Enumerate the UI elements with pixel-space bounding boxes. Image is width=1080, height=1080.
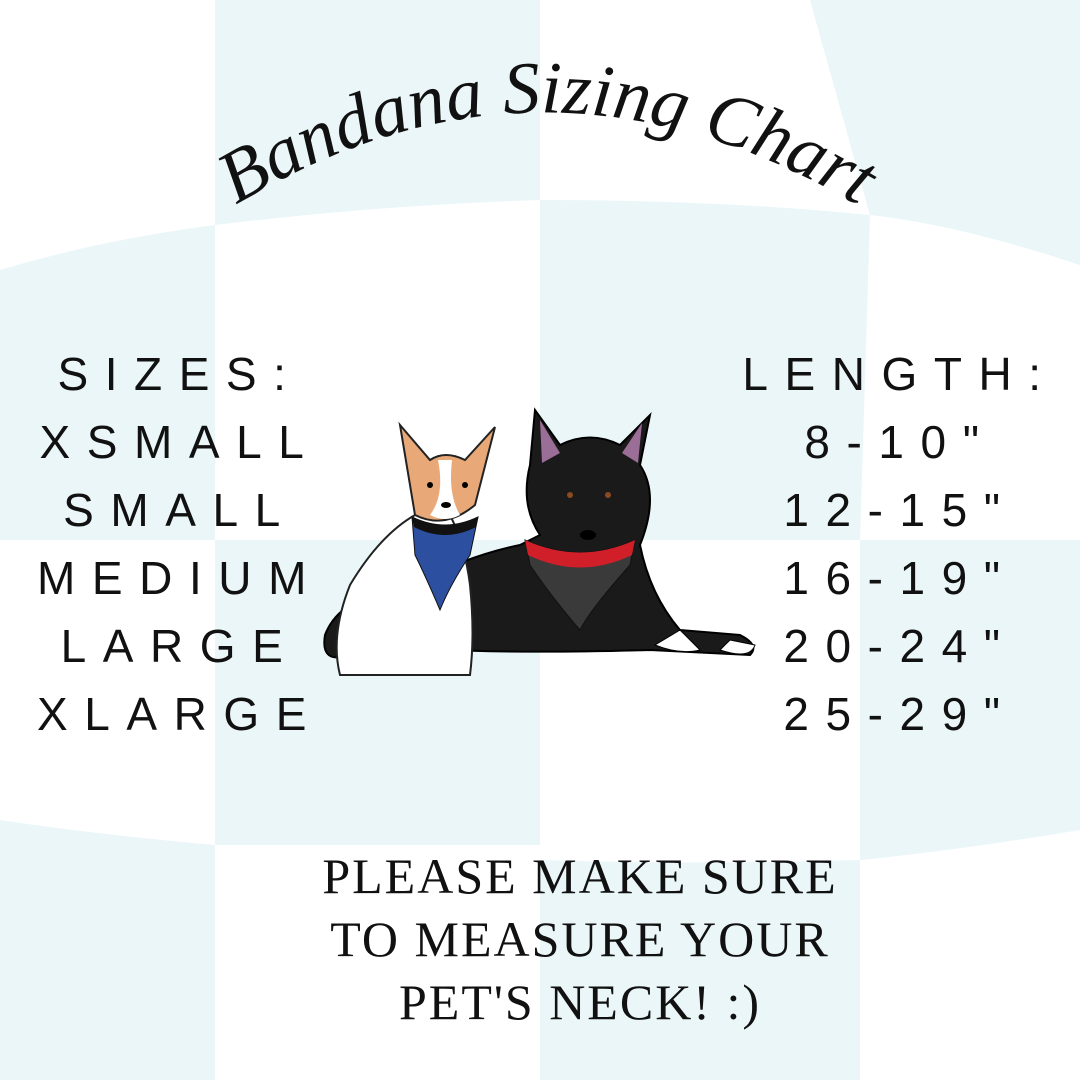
size-label: XLARGE	[37, 688, 323, 740]
size-label: LARGE	[60, 620, 300, 672]
length-value: 20-24"	[783, 620, 1017, 672]
svg-text:Bandana Sizing Chart: Bandana Sizing Chart	[204, 47, 893, 221]
sizes-header: SIZES:	[57, 348, 303, 400]
dogs-illustration	[323, 407, 756, 676]
size-label: SMALL	[63, 484, 297, 536]
length-value: 8-10"	[804, 416, 996, 468]
page-title: Bandana Sizing Chart	[204, 47, 893, 221]
lengths-column: LENGTH: 8-10" 12-15" 16-19" 20-24" 25-29…	[720, 340, 1080, 748]
measure-note: PLEASE MAKE SURE TO MEASURE YOUR PET'S N…	[230, 845, 930, 1034]
size-label: MEDIUM	[37, 552, 323, 604]
title-arc: Bandana Sizing Chart	[204, 47, 893, 221]
size-label: XSMALL	[39, 416, 321, 468]
length-value: 12-15"	[783, 484, 1017, 536]
note-line: PET'S NECK! :)	[398, 974, 761, 1030]
note-line: TO MEASURE YOUR	[330, 911, 830, 967]
length-value: 25-29"	[783, 688, 1017, 740]
sizes-column: SIZES: XSMALL SMALL MEDIUM LARGE XLARGE	[0, 340, 360, 748]
note-line: PLEASE MAKE SURE	[322, 848, 838, 904]
length-header: LENGTH:	[742, 348, 1058, 400]
length-value: 16-19"	[783, 552, 1017, 604]
white-dog-icon	[335, 421, 496, 676]
